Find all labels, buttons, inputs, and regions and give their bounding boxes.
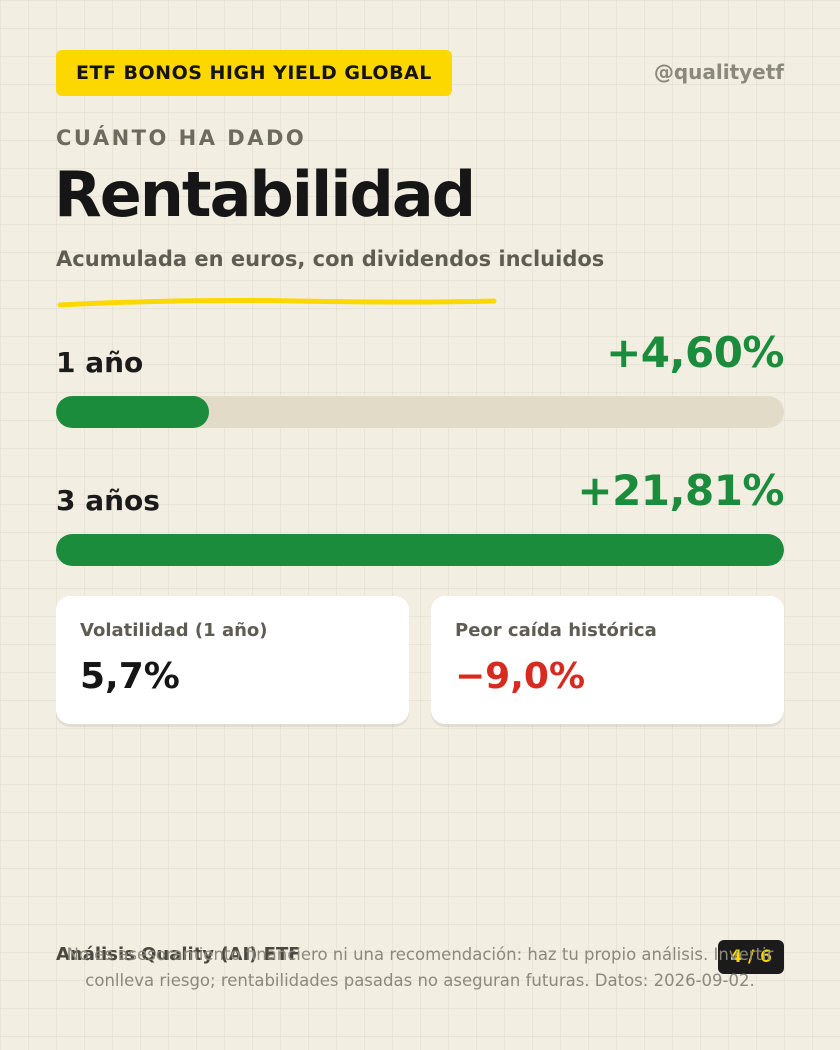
disclaimer-text: No es asesoramiento financiero ni una re… — [66, 945, 774, 990]
progress-fill-1y — [56, 396, 209, 428]
section-eyebrow: CUÁNTO HA DADO — [56, 126, 307, 150]
max-drawdown-card: Peor caída histórica −9,0% — [431, 596, 784, 724]
footer-brand: Análisis Quality (AI) ETF — [56, 944, 301, 965]
max-drawdown-label: Peor caída histórica — [455, 620, 657, 641]
return-label-1y: 1 año — [56, 346, 144, 379]
progress-fill-3y — [56, 534, 784, 566]
progress-track-3y — [56, 534, 784, 566]
account-handle: @qualityetf — [653, 60, 784, 84]
volatility-card: Volatilidad (1 año) 5,7% — [56, 596, 409, 724]
category-tag: ETF BONOS HIGH YIELD GLOBAL — [56, 50, 452, 96]
return-label-3y: 3 años — [56, 484, 160, 517]
return-value-1y: +4,60% — [606, 328, 784, 377]
page-title: Rentabilidad — [54, 158, 476, 231]
highlight-underline — [57, 298, 497, 308]
max-drawdown-value: −9,0% — [455, 656, 586, 697]
page-indicator: 4 / 6 — [718, 940, 784, 974]
volatility-value: 5,7% — [80, 656, 180, 697]
progress-track-1y — [56, 396, 784, 428]
return-value-3y: +21,81% — [577, 466, 784, 515]
page-subtitle: Acumulada en euros, con dividendos inclu… — [56, 247, 605, 271]
volatility-label: Volatilidad (1 año) — [80, 620, 268, 641]
